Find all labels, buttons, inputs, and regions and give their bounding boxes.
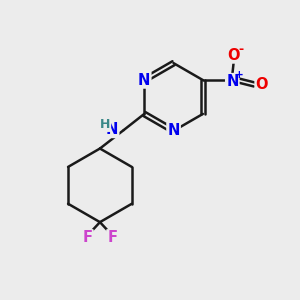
Text: F: F bbox=[107, 230, 117, 245]
Text: -: - bbox=[238, 43, 244, 56]
Text: N: N bbox=[167, 123, 180, 138]
Text: N: N bbox=[106, 122, 118, 137]
Text: +: + bbox=[234, 70, 243, 80]
Text: O: O bbox=[256, 77, 268, 92]
Text: O: O bbox=[227, 47, 240, 62]
Text: N: N bbox=[226, 74, 238, 89]
Text: H: H bbox=[100, 118, 111, 131]
Text: F: F bbox=[82, 230, 93, 245]
Text: N: N bbox=[138, 73, 150, 88]
